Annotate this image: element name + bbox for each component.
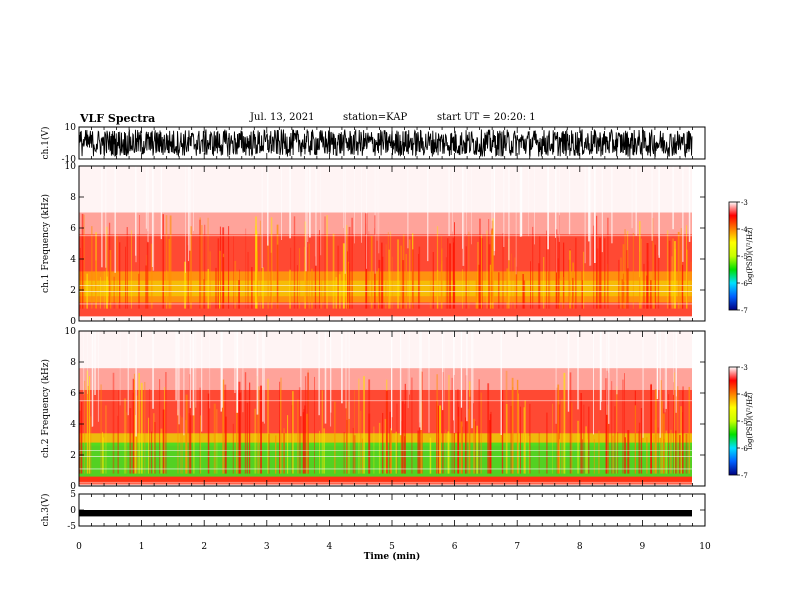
xtick-label: 0 bbox=[76, 542, 82, 552]
colorbar-tick-label: -7 bbox=[741, 472, 748, 480]
header-station: station=KAP bbox=[343, 112, 408, 123]
xtick-label: 8 bbox=[577, 542, 583, 552]
ytick-label-ch2-spectrogram: 0 bbox=[70, 482, 76, 492]
ytick-label-ch1-spectrogram: 6 bbox=[70, 224, 76, 234]
ytick-label-ch1-spectrogram: 2 bbox=[70, 286, 76, 296]
ytick-label-ch2-spectrogram: 6 bbox=[70, 389, 76, 399]
ytick-label-ch3-waveform: -5 bbox=[67, 522, 76, 532]
ytick-label-ch2-spectrogram: 8 bbox=[70, 358, 76, 368]
colorbar-tick-label: -6 bbox=[741, 280, 748, 288]
colorbar-tick-label: -3 bbox=[741, 364, 748, 372]
ytick-label-ch1-spectrogram: 10 bbox=[65, 162, 77, 172]
xtick-label: 3 bbox=[264, 542, 270, 552]
ytick-label-ch2-spectrogram: 10 bbox=[65, 327, 77, 337]
ylabel-ch2-spectrogram: ch.2 Frequency (kHz) bbox=[40, 359, 51, 458]
colorbar-tick-label: -4 bbox=[741, 391, 748, 399]
header-date: Jul. 13, 2021 bbox=[250, 112, 315, 123]
ytick-label-ch3-waveform: 0 bbox=[70, 506, 76, 516]
ytick-label-ch1-waveform: -10 bbox=[62, 155, 77, 165]
xtick-label: 7 bbox=[514, 542, 520, 552]
header-title: VLF Spectra bbox=[80, 112, 156, 125]
ylabel-ch3-waveform: ch.3(V) bbox=[40, 494, 51, 527]
ytick-label-ch1-waveform: 10 bbox=[65, 123, 77, 133]
xtick-label: 9 bbox=[640, 542, 646, 552]
colorbar-tick-label: -5 bbox=[741, 253, 748, 261]
colorbar-tick-label: -5 bbox=[741, 418, 748, 426]
ch1-waveform-line bbox=[78, 129, 693, 159]
colorbar-tick-label: -7 bbox=[741, 307, 748, 315]
colorbar-tick-label: -6 bbox=[741, 445, 748, 453]
ytick-label-ch1-spectrogram: 4 bbox=[70, 255, 76, 265]
colorbar-tick-label: -4 bbox=[741, 226, 748, 234]
ytick-label-ch1-spectrogram: 8 bbox=[70, 193, 76, 203]
ytick-label-ch2-spectrogram: 4 bbox=[70, 420, 76, 430]
ch3-waveform-band bbox=[79, 510, 692, 517]
colorbar-label: log(PSD)(V²/Hz) bbox=[746, 392, 754, 449]
header-start-time: start UT = 20:20: 1 bbox=[437, 112, 536, 123]
ytick-label-ch2-spectrogram: 2 bbox=[70, 451, 76, 461]
colorbar-ch1-spectrogram bbox=[728, 201, 738, 311]
xtick-label: 6 bbox=[452, 542, 458, 552]
ytick-label-ch3-waveform: 5 bbox=[70, 490, 76, 500]
xtick-label: 5 bbox=[389, 542, 395, 552]
colorbar-label: log(PSD)(V²/Hz) bbox=[746, 227, 754, 284]
ylabel-ch1-waveform: ch.1(V) bbox=[40, 127, 51, 160]
xtick-label: 1 bbox=[139, 542, 145, 552]
colorbar-tick-label: -3 bbox=[741, 199, 748, 207]
xtick-label: 10 bbox=[699, 542, 711, 552]
spectrogram-fill-ch2 bbox=[79, 331, 692, 486]
ylabel-ch1-spectrogram: ch.1 Frequency (kHz) bbox=[40, 194, 51, 293]
colorbar-ch2-spectrogram bbox=[728, 366, 738, 476]
ytick-label-ch1-spectrogram: 0 bbox=[70, 317, 76, 327]
xtick-label: 2 bbox=[201, 542, 207, 552]
spectrogram-fill-ch1 bbox=[79, 166, 692, 321]
xtick-label: 4 bbox=[327, 542, 333, 552]
xlabel: Time (min) bbox=[364, 551, 421, 562]
